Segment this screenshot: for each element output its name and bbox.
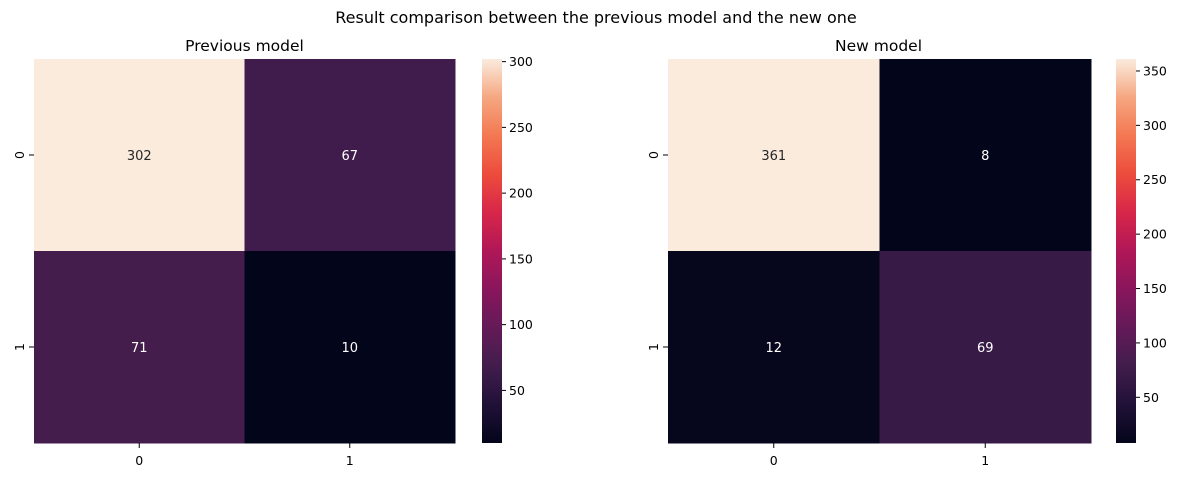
- heatmap-cell: [668, 59, 880, 252]
- colorbar-tick-label: 300: [1143, 118, 1167, 133]
- heatmap-cell: [879, 59, 1092, 252]
- y-tick-label: 0: [646, 151, 661, 159]
- colorbar-tick-label: 50: [1143, 390, 1159, 405]
- heatmap-cells: 302 67 71 10: [34, 59, 456, 444]
- colorbar-gradient: [1116, 59, 1136, 443]
- colorbar-tick-label: 300: [509, 54, 533, 69]
- colorbar-tick-label: 200: [509, 186, 533, 201]
- cell-value-label: 69: [977, 341, 994, 356]
- cell-value-label: 12: [765, 341, 782, 356]
- panel-title: Previous model: [185, 37, 304, 55]
- x-tick-label: 1: [346, 453, 354, 468]
- heatmap-cell: [34, 59, 245, 252]
- colorbar-tick-label: 350: [1143, 63, 1167, 78]
- x-tick-label: 0: [135, 453, 143, 468]
- cell-value-label: 71: [131, 341, 148, 356]
- figure-title: Result comparison between the previous m…: [335, 8, 857, 27]
- axis-ticks: 0 1 0 1: [646, 151, 989, 468]
- axis-ticks: 0 1 0 1: [12, 151, 354, 468]
- colorbar-tick-label: 250: [509, 120, 533, 135]
- heatmap-cell: [244, 59, 456, 252]
- y-tick-label: 0: [12, 151, 27, 159]
- y-tick-label: 1: [12, 343, 27, 351]
- cell-value-label: 8: [981, 149, 989, 164]
- cell-value-label: 361: [761, 149, 786, 164]
- colorbar-tick-label: 150: [1143, 281, 1167, 296]
- heatmap-cell: [879, 251, 1092, 444]
- heatmap-new-model: New model 361 8 12 69 0 1 0 1 50 100 150 200 250 30…: [646, 37, 1167, 468]
- colorbar-tick-label: 100: [509, 317, 533, 332]
- cell-value-label: 302: [127, 149, 152, 164]
- colorbar: 50 100 150 200 250 300: [482, 54, 533, 443]
- heatmap-cell: [244, 251, 456, 444]
- cell-value-label: 67: [341, 149, 358, 164]
- colorbar-tick-label: 200: [1143, 227, 1167, 242]
- y-tick-label: 1: [646, 343, 661, 351]
- colorbar-tick-label: 250: [1143, 172, 1167, 187]
- heatmap-cell: [34, 251, 245, 444]
- panel-title: New model: [835, 37, 922, 55]
- x-tick-label: 1: [981, 453, 989, 468]
- colorbar-tick-label: 150: [509, 251, 533, 266]
- colorbar: 50 100 150 200 250 300 350: [1116, 59, 1167, 443]
- heatmap-cells: 361 8 12 69: [668, 59, 1092, 444]
- cell-value-label: 10: [341, 341, 358, 356]
- heatmap-cell: [668, 251, 880, 444]
- colorbar-tick-label: 50: [509, 383, 525, 398]
- colorbar-tick-label: 100: [1143, 335, 1167, 350]
- colorbar-gradient: [482, 59, 502, 443]
- x-tick-label: 0: [770, 453, 778, 468]
